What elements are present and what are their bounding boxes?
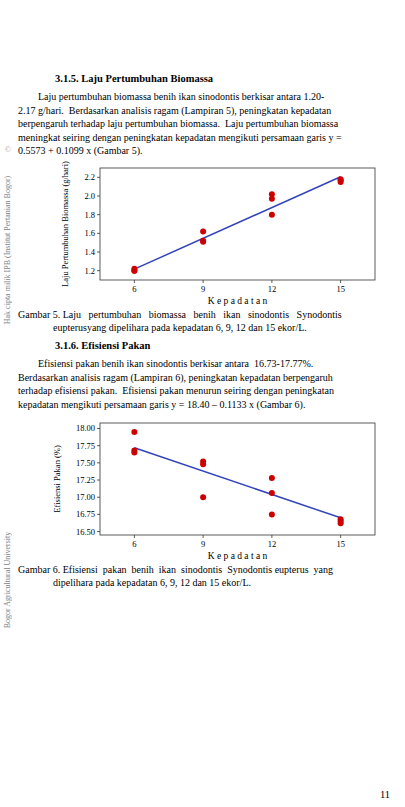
x-tick-label: 9 xyxy=(201,539,205,549)
regression-line xyxy=(134,177,340,269)
scatter-point xyxy=(131,429,137,435)
y-tick-label: 17.50 xyxy=(76,458,95,468)
y-tick xyxy=(97,252,100,253)
figure-caption: dipelihara pada kepadatan 6, 9, 12 dan 1… xyxy=(18,577,251,588)
x-tick-label: 6 xyxy=(132,284,136,294)
y-tick-label: 17.25 xyxy=(76,475,95,485)
chart: 6 9 12 15 1.2 1.4 1.6 1.8 2.0 2.2 K e p a d a t a … xyxy=(60,161,375,306)
y-tick-label: 1.8 xyxy=(84,210,95,220)
scatter-point xyxy=(269,490,275,496)
x-tick-label: 6 xyxy=(132,539,136,549)
scatter-point xyxy=(269,212,275,218)
x-tick-label: 15 xyxy=(336,539,345,549)
y-tick-label: 2.0 xyxy=(84,191,95,201)
y-tick xyxy=(97,462,100,463)
page-number: 11 xyxy=(380,789,390,800)
plot-area xyxy=(131,176,343,273)
y-tick-label: 1.4 xyxy=(84,247,95,257)
y-tick xyxy=(97,177,100,178)
x-tick xyxy=(134,280,135,283)
y-tick xyxy=(97,497,100,498)
paragraph-line: meningkat seiring dengan peningkatan kep… xyxy=(18,132,342,143)
scatter-point xyxy=(131,447,137,453)
x-tick xyxy=(271,535,272,538)
y-tick xyxy=(97,514,100,515)
page: 3.1.5. Laju Pertumbuhan Biomassa Laju pe… xyxy=(0,0,405,807)
x-tick xyxy=(271,280,272,283)
plot-frame xyxy=(100,168,375,280)
scatter-point xyxy=(269,511,275,517)
x-tick xyxy=(340,280,341,283)
y-tick xyxy=(97,196,100,197)
y-tick-label: 17.00 xyxy=(76,492,95,502)
x-tick-label: 9 xyxy=(201,284,205,294)
x-tick xyxy=(340,535,341,538)
watermark: Bogor Agricultural University xyxy=(3,532,12,628)
chart: 6 9 12 15 16.50 16.75 17.00 17.25 17.50 17.75 18.0… xyxy=(52,423,375,561)
x-tick xyxy=(203,280,204,283)
heading: 3.1.5. Laju Pertumbuhan Biomassa xyxy=(55,73,214,84)
y-tick-label: 17.75 xyxy=(76,441,95,451)
paragraph-line: Berdasarkan analisis ragam (Lampiran 6),… xyxy=(18,372,333,384)
figure-caption: eupterusyang dipelihara pada kepadatan 6… xyxy=(18,322,307,333)
paragraph-line: Efisiensi pakan benih ikan sinodontis be… xyxy=(18,358,313,369)
heading: 3.1.6. Efisiensi Pakan xyxy=(55,340,151,351)
y-axis-label: Laju Pertumbuhan Biomassa (g/hari) xyxy=(60,161,70,287)
scatter-point xyxy=(200,239,206,245)
x-axis-label: K e p a d a t a n xyxy=(208,296,268,306)
scatter-point xyxy=(269,191,275,197)
y-tick xyxy=(97,428,100,429)
scatter-point xyxy=(338,176,344,182)
y-tick-label: 2.2 xyxy=(84,172,95,182)
y-tick-label: 18.00 xyxy=(76,423,95,433)
copyright-symbol: © xyxy=(5,144,12,154)
y-tick xyxy=(97,480,100,481)
y-tick xyxy=(97,270,100,271)
plot-area xyxy=(131,429,343,526)
scatter-point xyxy=(338,177,344,183)
y-tick-label: 16.75 xyxy=(76,509,95,519)
y-tick xyxy=(97,445,100,446)
y-tick-label: 1.6 xyxy=(84,228,95,238)
y-tick xyxy=(97,531,100,532)
x-tick-label: 12 xyxy=(268,539,277,549)
y-tick xyxy=(97,214,100,215)
plot-frame xyxy=(100,423,375,535)
scatter-point xyxy=(131,266,137,272)
x-tick xyxy=(203,535,204,538)
watermark: Hak cipta milik IPB (Institut Pertanian … xyxy=(3,175,12,324)
scatter-point xyxy=(200,228,206,234)
paragraph-line: kepadatan mengikuti persamaan garis y = … xyxy=(18,399,305,411)
scatter-point xyxy=(269,475,275,481)
x-tick xyxy=(134,535,135,538)
scatter-point xyxy=(200,458,206,464)
paragraph-line: berpengaruh terhadap laju pertumbuhan bi… xyxy=(18,118,339,129)
x-axis-label: K e p a d a t a n xyxy=(208,551,268,561)
scatter-point xyxy=(200,238,206,244)
y-axis-label: Efisiensi Pakan (%) xyxy=(52,445,62,513)
scatter-point xyxy=(200,494,206,500)
paragraph-line: 2.17 g/hari. Berdasarkan analisis ragam … xyxy=(18,105,331,117)
figure-caption: Gambar 6. Efisiensi pakan benih ikan sin… xyxy=(18,564,333,575)
x-tick-label: 15 xyxy=(336,284,345,294)
paragraph-line: terhadap efisiensi pakan. Efisiensi paka… xyxy=(18,385,334,396)
regression-line xyxy=(134,448,340,518)
y-tick xyxy=(97,233,100,234)
paragraph-line: Laju pertumbuhan biomassa benih ikan sin… xyxy=(18,91,324,102)
y-tick-label: 16.50 xyxy=(76,527,95,537)
paragraph-line: 0.5573 + 0.1099 x (Gambar 5). xyxy=(18,145,143,157)
scatter-point xyxy=(338,518,344,524)
y-tick-label: 1.2 xyxy=(84,266,95,276)
x-tick-label: 12 xyxy=(268,284,277,294)
figure-caption: Gambar 5. Laju pertumbuhan biomassa beni… xyxy=(18,309,342,320)
